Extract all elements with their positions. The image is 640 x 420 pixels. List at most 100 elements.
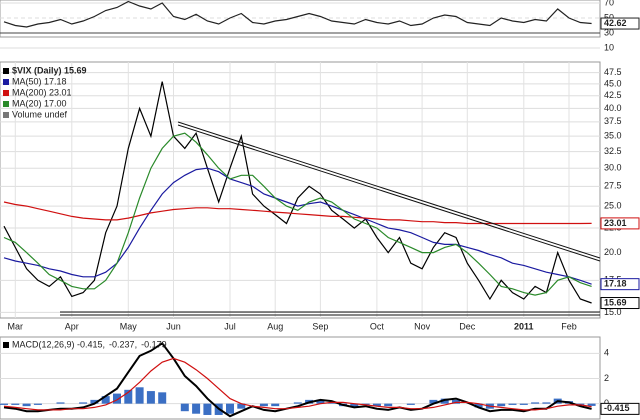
histogram-bar <box>406 403 415 405</box>
histogram-bar <box>56 402 65 404</box>
series-line <box>3 0 592 28</box>
legend-swatch <box>3 90 9 96</box>
y-tick-label: 35.0 <box>604 131 622 141</box>
x-tick-label: Mar <box>8 321 24 331</box>
histogram-bar <box>519 403 528 405</box>
last-value-label: 42.62 <box>604 18 627 28</box>
histogram-bar <box>474 403 483 408</box>
last-value-box <box>600 278 640 291</box>
histogram-bar <box>440 398 449 404</box>
price-panel <box>0 61 601 319</box>
histogram-bar <box>429 399 438 404</box>
legend-label: Volume undef <box>12 109 68 119</box>
histogram-bar <box>293 402 302 404</box>
histogram-bar <box>259 403 268 407</box>
y-tick-label: 25.0 <box>604 201 622 211</box>
histogram-bar <box>135 387 144 404</box>
legend-label: MA(200) 23.01 <box>12 87 72 97</box>
histogram-bar <box>124 389 133 404</box>
x-tick-label: Sep <box>312 321 328 331</box>
histogram-bar <box>542 402 551 404</box>
last-value-box <box>600 217 640 230</box>
histogram-bar <box>576 403 585 405</box>
histogram-bar <box>237 403 246 409</box>
x-tick-label: Dec <box>459 321 476 331</box>
histogram-bar <box>11 403 20 405</box>
last-value-box <box>600 297 640 310</box>
histogram-bar <box>508 403 517 405</box>
legend-swatch <box>3 342 9 348</box>
x-tick-label: Feb <box>561 321 577 331</box>
legend-label: MACD(12,26,9) -0.415, <box>12 339 105 349</box>
y-tick-label: 30.0 <box>604 163 622 173</box>
histogram-bar <box>327 402 336 404</box>
histogram-bar <box>226 403 234 414</box>
histogram-bar <box>33 403 42 405</box>
histogram-bar <box>531 402 540 404</box>
series-line <box>3 132 592 296</box>
y-tick-label: 4 <box>604 348 609 358</box>
histogram-bar <box>271 403 280 407</box>
histogram-bar <box>158 392 167 404</box>
y-tick-label: 70 <box>604 0 614 7</box>
histogram-bar <box>587 403 596 406</box>
histogram-bar <box>452 399 460 404</box>
series-line <box>3 357 592 411</box>
histogram-bar <box>180 403 189 412</box>
x-tick-label: Oct <box>370 321 385 331</box>
legend-label: MA(20) 17.00 <box>12 98 67 108</box>
histogram-bar <box>316 399 325 404</box>
x-tick-label: May <box>120 321 138 331</box>
y-tick-label: 10 <box>604 42 614 52</box>
legend-label: -0.179 <box>141 339 167 349</box>
histogram-bar <box>113 393 121 404</box>
last-value-label: 23.01 <box>604 218 627 228</box>
y-tick-label: 47.5 <box>604 67 622 77</box>
legend-label: $VIX (Daily) 15.69 <box>12 65 87 75</box>
histogram-bar <box>497 403 506 407</box>
histogram-bar <box>22 403 31 407</box>
histogram-bar <box>350 403 359 408</box>
legend-swatch <box>3 68 9 74</box>
y-tick-label: 27.5 <box>604 181 622 191</box>
histogram-bar <box>203 403 212 415</box>
series-line <box>3 167 592 285</box>
trendline <box>177 124 601 262</box>
x-tick-label: 2011 <box>514 321 534 331</box>
histogram-bar <box>384 403 393 407</box>
histogram-bar <box>361 403 370 405</box>
x-tick-label: Aug <box>267 321 283 331</box>
last-value-box <box>600 17 640 30</box>
histogram-bar <box>101 396 110 404</box>
legend-swatch <box>3 112 9 118</box>
histogram-bar <box>372 403 381 407</box>
x-tick-label: Nov <box>414 321 431 331</box>
histogram-bar <box>192 403 201 414</box>
trendline <box>177 121 601 259</box>
x-tick-label: Apr <box>65 321 79 331</box>
y-tick-label: 50 <box>604 12 614 22</box>
x-tick-label: Jun <box>166 321 181 331</box>
y-tick-label: 30 <box>604 27 614 37</box>
y-tick-label: 15.0 <box>604 307 622 317</box>
series-line <box>3 341 592 418</box>
legend-label: -0.237, <box>109 339 137 349</box>
rsi-panel <box>0 0 601 38</box>
y-tick-label: 42.5 <box>604 90 622 100</box>
last-value-label: -0.415 <box>604 403 630 413</box>
legend-swatch <box>3 79 9 85</box>
y-tick-label: 40.0 <box>604 103 622 113</box>
histogram-bar <box>146 391 155 404</box>
last-value-label: 17.18 <box>604 279 627 289</box>
y-tick-label: 37.5 <box>604 116 622 126</box>
y-tick-label: 45.0 <box>604 78 622 88</box>
histogram-bar <box>79 402 88 404</box>
y-tick-label: 32.5 <box>604 146 622 156</box>
x-tick-label: Jul <box>224 321 236 331</box>
y-tick-label: 20.0 <box>604 247 622 257</box>
legend-swatch <box>3 101 9 107</box>
series-line <box>3 81 592 304</box>
histogram-bar <box>0 403 8 405</box>
